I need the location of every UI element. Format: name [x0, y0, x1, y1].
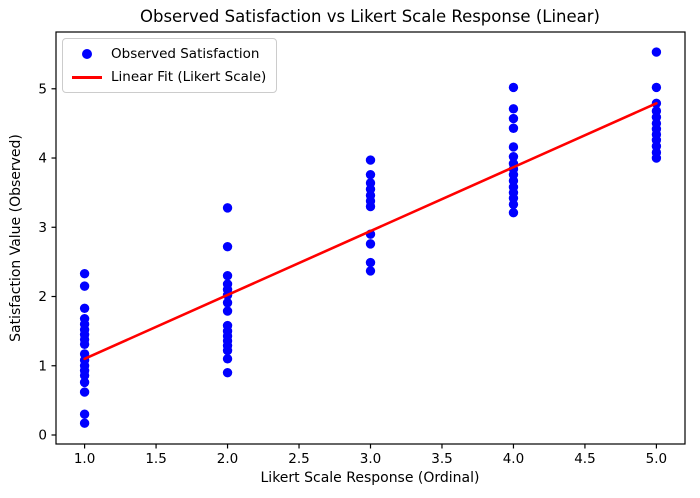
scatter-point — [79, 370, 90, 381]
x-tick-label: 2.5 — [288, 451, 309, 467]
scatter-point — [508, 113, 519, 124]
scatter-point — [365, 266, 376, 276]
scatter-point — [365, 201, 376, 212]
scatter-point — [222, 241, 233, 252]
x-tick-label: 1.5 — [145, 451, 166, 467]
scatter-point — [508, 82, 519, 93]
x-axis-label: Likert Scale Response (Ordinal) — [260, 470, 480, 486]
y-tick-label: 3 — [38, 220, 47, 236]
scatter-point — [79, 387, 90, 397]
scatter-marker-icon — [72, 49, 102, 59]
scatter-point — [79, 303, 90, 313]
legend-item-observed: Observed Satisfaction — [72, 46, 266, 62]
x-tick-label: 4.0 — [503, 451, 524, 467]
chart-title: Observed Satisfaction vs Likert Scale Re… — [140, 7, 600, 26]
line-marker-icon — [72, 75, 102, 79]
scatter-point — [365, 155, 376, 165]
scatter-point — [222, 271, 233, 281]
scatter-point — [79, 268, 90, 279]
scatter-point — [508, 123, 519, 133]
scatter-point — [222, 203, 233, 213]
legend-label-observed: Observed Satisfaction — [111, 46, 260, 62]
scatter-point — [79, 339, 90, 349]
scatter-point — [222, 367, 233, 378]
x-tick-label: 4.5 — [574, 451, 595, 467]
y-tick-label: 5 — [38, 81, 47, 97]
scatter-point — [222, 354, 233, 364]
y-tick-label: 2 — [38, 289, 47, 305]
scatter-point — [508, 151, 519, 162]
scatter-point — [651, 47, 662, 57]
scatter-point — [222, 306, 233, 316]
legend-item-fit: Linear Fit (Likert Scale) — [72, 69, 266, 85]
y-tick-label: 0 — [38, 427, 47, 443]
scatter-point — [365, 257, 376, 268]
fit-line — [83, 102, 658, 361]
scatter-point — [508, 208, 519, 218]
scatter-point — [508, 142, 519, 152]
scatter-point — [508, 199, 519, 210]
scatter-point — [365, 169, 376, 180]
scatter-point — [222, 298, 233, 308]
scatter-point — [79, 409, 90, 419]
scatter-point — [79, 377, 90, 388]
scatter-point — [222, 345, 233, 356]
scatter-point — [79, 281, 90, 291]
line-icon — [72, 75, 102, 79]
scatter-point — [651, 153, 662, 163]
x-tick-label: 2.0 — [217, 451, 238, 467]
scatter-point — [508, 104, 519, 114]
x-tick-label: 3.0 — [360, 451, 381, 467]
dot-icon — [82, 49, 92, 59]
legend: Observed Satisfaction Linear Fit (Likert… — [62, 38, 278, 93]
legend-label-fit: Linear Fit (Likert Scale) — [111, 69, 267, 85]
y-tick-label: 4 — [38, 151, 47, 167]
x-tick-label: 1.0 — [74, 451, 95, 467]
scatter-point — [79, 418, 90, 428]
scatter-point — [365, 239, 376, 249]
x-tick-label: 5.0 — [646, 451, 667, 467]
y-tick-label: 1 — [38, 358, 47, 374]
x-tick-label: 3.5 — [431, 451, 452, 467]
scatter-point — [651, 82, 662, 93]
y-axis-label: Satisfaction Value (Observed) — [8, 134, 24, 342]
